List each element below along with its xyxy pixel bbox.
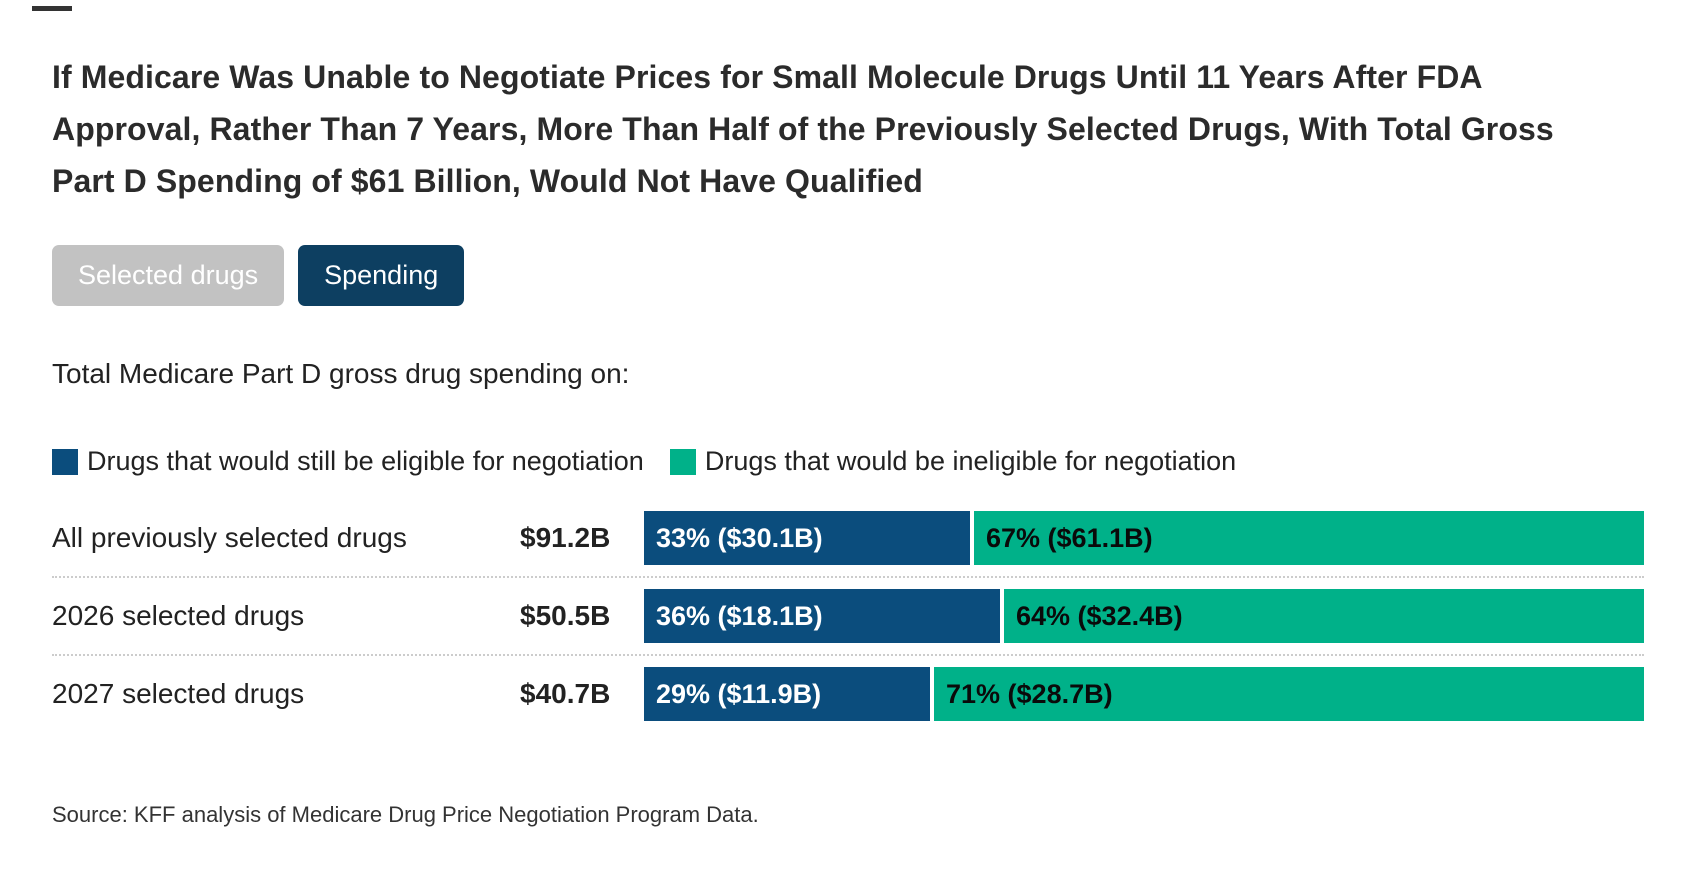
bar-row-2026-selected: 2026 selected drugs $50.5B 36% ($18.1B) …: [52, 589, 1644, 644]
ineligible-swatch-icon: [669, 448, 696, 475]
chart-title: If Medicare Was Unable to Negotiate Pric…: [52, 59, 1554, 199]
bar-segment-ineligible: 64% ($32.4B): [1004, 589, 1644, 644]
segment-label: 36% ($18.1B): [656, 600, 823, 631]
bar-segment-eligible: 29% ($11.9B): [644, 667, 934, 722]
segment-label: 67% ($61.1B): [986, 522, 1153, 553]
bar: 33% ($30.1B) 67% ($61.1B): [644, 511, 1644, 566]
row-label: All previously selected drugs: [52, 522, 407, 554]
bar: 36% ($18.1B) 64% ($32.4B): [644, 589, 1644, 644]
view-toggle-group: Selected drugs Spending: [52, 245, 1644, 307]
bar-segment-ineligible: 71% ($28.7B): [934, 667, 1644, 722]
legend-item-eligible: Drugs that would still be eligible for n…: [52, 446, 644, 477]
legend: Drugs that would still be eligible for n…: [52, 446, 1644, 477]
top-accent-bar: [32, 6, 72, 11]
chart-subtitle: Total Medicare Part D gross drug spendin…: [52, 358, 630, 390]
source-note: Source: KFF analysis of Medicare Drug Pr…: [52, 802, 759, 827]
legend-label-ineligible: Drugs that would be ineligible for negot…: [704, 446, 1237, 477]
segment-label: 29% ($11.9B): [656, 678, 822, 709]
bar-segment-eligible: 36% ($18.1B): [644, 589, 1004, 644]
stacked-bar-chart: All previously selected drugs $91.2B 33%…: [52, 511, 1644, 722]
row-separator: [52, 654, 1644, 657]
legend-item-ineligible: Drugs that would be ineligible for negot…: [669, 446, 1237, 477]
row-label: 2027 selected drugs: [52, 678, 305, 710]
eligible-swatch-icon: [52, 448, 78, 475]
row-total: $50.5B: [520, 600, 611, 632]
bar-row-all-previously-selected: All previously selected drugs $91.2B 33%…: [52, 511, 1644, 566]
spending-toggle-button[interactable]: Spending: [298, 245, 465, 307]
segment-label: 71% ($28.7B): [946, 678, 1113, 709]
selected-drugs-toggle-button[interactable]: Selected drugs: [52, 245, 285, 307]
legend-label-eligible: Drugs that would still be eligible for n…: [87, 446, 644, 477]
bar-segment-eligible: 33% ($30.1B): [644, 511, 974, 566]
bar: 29% ($11.9B) 71% ($28.7B): [644, 667, 1644, 722]
row-total: $40.7B: [520, 678, 611, 710]
bar-row-2027-selected: 2027 selected drugs $40.7B 29% ($11.9B) …: [52, 667, 1644, 722]
bar-segment-ineligible: 67% ($61.1B): [974, 511, 1644, 566]
segment-label: 33% ($30.1B): [656, 522, 823, 553]
segment-label: 64% ($32.4B): [1016, 600, 1183, 631]
row-separator: [52, 576, 1644, 579]
row-label: 2026 selected drugs: [52, 600, 305, 632]
row-total: $91.2B: [520, 522, 611, 554]
